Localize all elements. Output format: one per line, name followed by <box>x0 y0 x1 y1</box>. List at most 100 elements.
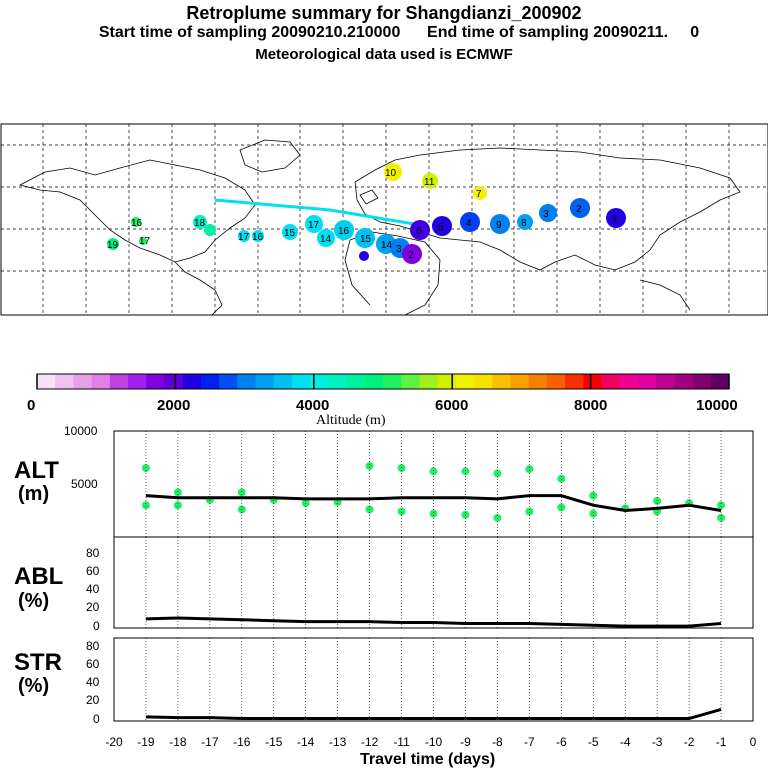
plume-label: 2 <box>408 250 414 261</box>
colorbar-swatch <box>346 374 366 389</box>
plume-cluster-14 <box>317 229 335 247</box>
plume-cluster-19 <box>107 238 119 250</box>
colorbar-swatch <box>200 374 220 389</box>
plume-cluster-5 <box>432 216 452 236</box>
alt-point <box>141 464 150 473</box>
plume-cluster-11 <box>422 173 438 189</box>
plume-label: 16 <box>131 218 143 229</box>
met-data-note: Meteorological data used is ECMWF <box>255 46 513 63</box>
abl-unit: (%) <box>18 590 49 612</box>
colorbar-swatch <box>109 374 129 389</box>
alt-point <box>589 509 598 518</box>
alt-point <box>557 474 566 483</box>
colorbar-swatch <box>383 374 402 389</box>
plume-cluster-6 <box>410 220 430 240</box>
plume-cluster-17a <box>139 237 147 245</box>
plume-label: 19 <box>107 240 119 251</box>
colorbar-swatch <box>37 374 56 389</box>
colorbar-swatch <box>146 374 165 389</box>
alt-tick: 10000 <box>64 424 98 438</box>
plume-label: 16 <box>338 226 350 237</box>
colorbar-tick: 2000 <box>157 397 190 414</box>
plume-cluster-16b <box>252 230 264 242</box>
plume-label: 18 <box>194 218 206 229</box>
x-tick-label: -17 <box>201 735 219 749</box>
colorbar-swatch <box>546 374 566 389</box>
x-tick-label: -16 <box>233 735 251 749</box>
chart-title: Retroplume summary for Shangdianzi_20090… <box>186 3 582 23</box>
plume-cluster-7 <box>473 186 487 200</box>
plume-cluster-10 <box>384 163 402 181</box>
x-tick-label: -4 <box>620 735 631 749</box>
abl-label: ABL <box>14 563 63 590</box>
x-tick-label: -18 <box>169 735 187 749</box>
plume-label: 17 <box>238 232 250 243</box>
x-tick-label: -12 <box>361 735 379 749</box>
x-tick-label: -19 <box>137 735 155 749</box>
x-tick-label: -8 <box>492 735 503 749</box>
alt-point <box>397 464 406 473</box>
x-tick-label: -13 <box>329 735 347 749</box>
plume-label: 9 <box>496 220 502 231</box>
x-axis-label: Travel time (days) <box>360 751 495 768</box>
colorbar-swatch <box>419 374 439 389</box>
plume-label: 4 <box>466 218 472 229</box>
plume-label: 3 <box>396 244 402 255</box>
plume-label: 2 <box>576 204 582 215</box>
alt-point <box>525 465 534 474</box>
colorbar-swatch <box>583 374 603 389</box>
colorbar-swatch <box>55 374 74 389</box>
colorbar-swatch <box>510 374 530 389</box>
map-gridlines <box>1 124 768 315</box>
plume-cluster-4 <box>460 212 480 232</box>
colorbar-swatch <box>492 374 511 389</box>
x-tick-label: -5 <box>588 735 599 749</box>
alt-point <box>717 513 726 522</box>
alt-point <box>525 507 534 516</box>
colorbar-swatch <box>455 374 475 389</box>
coastlines <box>18 139 741 316</box>
plume-cluster-3b <box>539 204 557 222</box>
x-tick-label: -1 <box>716 735 727 749</box>
str-tick: 20 <box>86 693 100 707</box>
plume-cluster-9 <box>490 214 510 234</box>
plume-cluster-17c <box>305 215 323 233</box>
alt-label: ALT <box>14 457 59 484</box>
x-tick-label: -6 <box>556 735 567 749</box>
x-tick-label: -2 <box>684 735 695 749</box>
x-axis-ticks: -20 -19 -18 -17 -16 -15 -14 -13 -12 -11 -10 -9 -8 -7-… <box>105 735 756 749</box>
str-unit: (%) <box>18 675 49 697</box>
x-tick-label: 0 <box>750 735 757 749</box>
x-tick-label: -7 <box>524 735 535 749</box>
plume-cluster-2b <box>570 198 590 218</box>
colorbar-swatch <box>182 374 202 389</box>
plume-cluster-17b <box>238 230 250 242</box>
colorbar-swatch <box>91 374 111 389</box>
colorbar-swatch <box>637 374 657 389</box>
colorbar-swatch <box>401 374 420 389</box>
colorbar-tick: 6000 <box>435 397 468 414</box>
x-tick-label: -11 <box>393 735 410 749</box>
colorbar-swatch <box>674 374 694 389</box>
alt-panel: ALT (m) 10000 5000 <box>14 424 754 538</box>
colorbar-swatch <box>565 374 584 389</box>
colorbar-swatch <box>710 374 730 389</box>
plume-cluster-16c <box>334 220 354 240</box>
alt-point <box>173 488 182 497</box>
x-tick-label: -10 <box>425 735 443 749</box>
plume-label: 15 <box>284 228 296 239</box>
str-tick: 80 <box>86 639 100 653</box>
alt-tick: 5000 <box>71 477 98 491</box>
colorbar-ticks: 0 2000 4000 6000 8000 10000 <box>27 397 738 414</box>
abl-line <box>145 616 722 628</box>
alt-point <box>429 509 438 518</box>
plume-cluster-18b <box>204 224 216 236</box>
str-tick: 60 <box>86 657 100 671</box>
str-line <box>145 707 722 721</box>
alt-point <box>397 507 406 516</box>
abl-tick: 40 <box>86 582 100 596</box>
colorbar-swatch <box>128 374 147 389</box>
plume-cluster-16a <box>131 217 141 227</box>
plume-label: 14 <box>381 240 393 251</box>
world-map: 19 16 17 18 17 16 15 17 14 16 15 14 3 2 … <box>0 123 768 316</box>
